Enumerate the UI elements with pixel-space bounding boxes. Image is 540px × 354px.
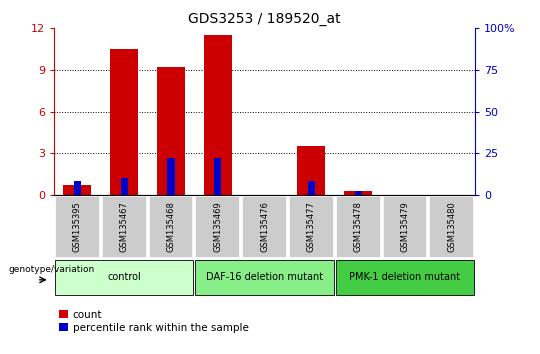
Text: GSM135477: GSM135477: [307, 201, 316, 252]
Bar: [204, 35, 232, 195]
Text: GSM135469: GSM135469: [213, 201, 222, 252]
Bar: [110, 49, 138, 195]
Bar: [355, 192, 362, 195]
FancyBboxPatch shape: [429, 196, 474, 258]
FancyBboxPatch shape: [242, 196, 287, 258]
Text: GSM135476: GSM135476: [260, 201, 269, 252]
FancyBboxPatch shape: [195, 196, 240, 258]
FancyBboxPatch shape: [195, 261, 334, 295]
FancyBboxPatch shape: [55, 261, 193, 295]
FancyBboxPatch shape: [382, 196, 428, 258]
Text: GSM135468: GSM135468: [166, 201, 176, 252]
Bar: [344, 190, 372, 195]
Bar: [214, 158, 221, 195]
Bar: [298, 146, 326, 195]
Text: DAF-16 deletion mutant: DAF-16 deletion mutant: [206, 272, 323, 282]
Text: GSM135478: GSM135478: [354, 201, 363, 252]
Text: control: control: [107, 272, 141, 282]
FancyBboxPatch shape: [336, 261, 474, 295]
Bar: [121, 178, 127, 195]
Title: GDS3253 / 189520_at: GDS3253 / 189520_at: [188, 12, 341, 26]
Text: GSM135480: GSM135480: [447, 201, 456, 252]
FancyBboxPatch shape: [102, 196, 147, 258]
Bar: [63, 185, 91, 195]
Text: GSM135467: GSM135467: [120, 201, 129, 252]
FancyBboxPatch shape: [289, 196, 334, 258]
FancyBboxPatch shape: [148, 196, 193, 258]
Bar: [157, 67, 185, 195]
FancyBboxPatch shape: [336, 196, 381, 258]
Legend: count, percentile rank within the sample: count, percentile rank within the sample: [59, 310, 248, 333]
Bar: [308, 181, 315, 195]
FancyBboxPatch shape: [55, 196, 100, 258]
Bar: [167, 158, 174, 195]
Text: GSM135479: GSM135479: [401, 201, 409, 252]
Text: PMK-1 deletion mutant: PMK-1 deletion mutant: [349, 272, 461, 282]
Bar: [74, 181, 81, 195]
Text: genotype/variation: genotype/variation: [8, 264, 94, 274]
Text: GSM135395: GSM135395: [73, 201, 82, 252]
